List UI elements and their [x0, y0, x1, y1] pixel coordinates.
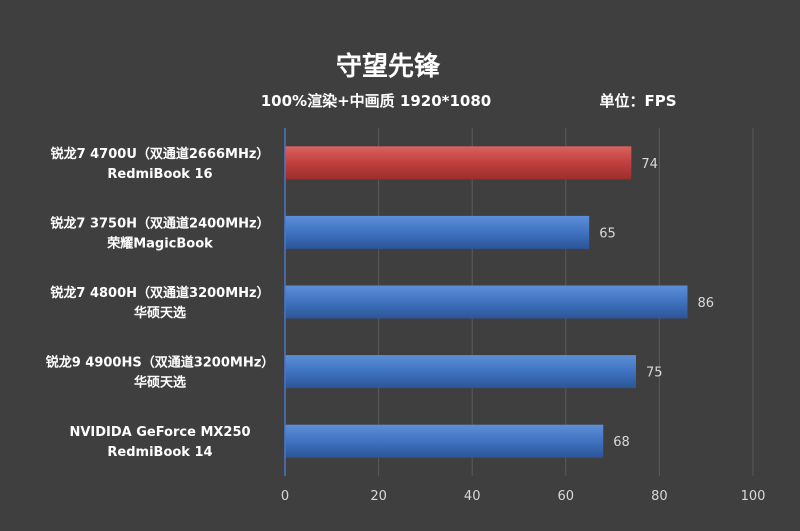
category-labels: 锐龙7 4700U（双通道2666MHz） RedmiBook 16 锐龙7 375… [46, 146, 275, 460]
bar [285, 424, 604, 458]
x-tick-label: 60 [558, 489, 575, 504]
category-sublabel: 华硕天选 [134, 305, 186, 321]
bar [285, 285, 688, 319]
category-label: 锐龙7 4700U（双通道2666MHz） [51, 146, 270, 162]
unit-label: 单位：FPS [599, 92, 676, 110]
category-sublabel: 荣耀MagicBook [106, 235, 213, 251]
chart-title: 守望先锋 [336, 51, 441, 82]
bar [285, 146, 632, 180]
bar [285, 355, 636, 389]
data-label: 68 [613, 435, 630, 450]
x-axis-ticks: 0 20 40 60 80 100 [281, 489, 766, 504]
data-label: 74 [641, 157, 658, 172]
data-label: 65 [599, 226, 616, 241]
x-tick-label: 100 [741, 489, 766, 504]
x-tick-label: 80 [651, 489, 668, 504]
category-sublabel: 华硕天选 [134, 375, 186, 391]
category-sublabel: RedmiBook 16 [107, 167, 212, 182]
category-label: NVIDIDA GeForce MX250 [69, 425, 250, 440]
x-tick-label: 20 [370, 489, 387, 504]
data-label: 86 [697, 296, 714, 311]
category-label: 锐龙9 4900HS（双通道3200MHz） [46, 355, 275, 371]
bar [285, 215, 590, 249]
x-tick-label: 40 [464, 489, 481, 504]
x-tick-label: 0 [281, 489, 289, 504]
category-sublabel: RedmiBook 14 [107, 445, 212, 460]
category-label: 锐龙7 4800H（双通道3200MHz） [50, 285, 269, 301]
chart-subtitle: 100%渲染+中画质 1920*1080 [261, 92, 491, 110]
bars: 74 65 86 75 68 [285, 146, 714, 458]
data-label: 75 [646, 366, 663, 381]
category-label: 锐龙7 3750H（双通道2400MHz） [50, 215, 269, 231]
